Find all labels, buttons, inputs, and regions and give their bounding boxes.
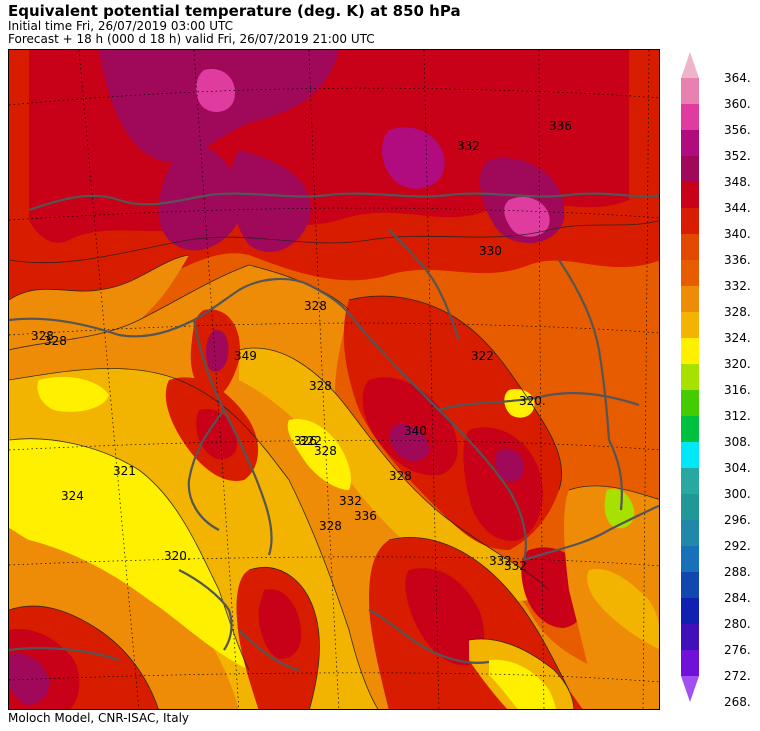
legend-label: 316. bbox=[724, 383, 751, 397]
legend-swatch bbox=[681, 442, 699, 468]
contour-label: 332 bbox=[504, 559, 527, 573]
contour-label: 328 bbox=[309, 379, 332, 393]
legend-label: 320. bbox=[724, 357, 751, 371]
contour-label: 322 bbox=[471, 349, 494, 363]
legend-arrow-top bbox=[681, 52, 699, 78]
contour-label: 328 bbox=[389, 469, 412, 483]
legend-swatch bbox=[681, 234, 699, 260]
map-panel: 328 328 324 321 320. 328 322 328 336 332 328 322 320… bbox=[8, 49, 660, 710]
legend-swatch bbox=[681, 598, 699, 624]
legend-swatch bbox=[681, 572, 699, 598]
contour-label: 349 bbox=[234, 349, 257, 363]
contour-label: 330 bbox=[479, 244, 502, 258]
contour-label: 328 bbox=[314, 444, 337, 458]
legend-swatch bbox=[681, 364, 699, 390]
legend-swatch bbox=[681, 182, 699, 208]
legend-arrow-bottom bbox=[681, 676, 699, 702]
legend-swatch bbox=[681, 390, 699, 416]
legend-label: 356. bbox=[724, 123, 751, 137]
legend-label: 292. bbox=[724, 539, 751, 553]
legend-swatch bbox=[681, 650, 699, 676]
contour-label: 326 bbox=[294, 434, 317, 448]
contour-label: 321 bbox=[113, 464, 136, 478]
legend-label: 304. bbox=[724, 461, 751, 475]
legend-label: 328. bbox=[724, 305, 751, 319]
contour-label: 328 bbox=[44, 334, 67, 348]
legend-swatch bbox=[681, 104, 699, 130]
chart-header: Equivalent potential temperature (deg. K… bbox=[8, 2, 461, 46]
contour-label-layer: 328328324321320.328322328336332328322320… bbox=[31, 119, 572, 573]
legend-swatch bbox=[681, 546, 699, 572]
contour-label: 336 bbox=[354, 509, 377, 523]
legend-label: 364. bbox=[724, 71, 751, 85]
legend-label: 360. bbox=[724, 97, 751, 111]
legend-swatch bbox=[681, 208, 699, 234]
contour-label: 322 bbox=[299, 434, 322, 448]
legend-label: 332. bbox=[724, 279, 751, 293]
contour-label: 332 bbox=[457, 139, 480, 153]
contour-label: 336 bbox=[549, 119, 572, 133]
contour-label: 332 bbox=[489, 554, 512, 568]
contour-label: 328 bbox=[304, 299, 327, 313]
model-credit: Moloch Model, CNR-ISAC, Italy bbox=[8, 711, 190, 725]
theta-e-field bbox=[9, 50, 659, 709]
chart-title: Equivalent potential temperature (deg. K… bbox=[8, 2, 461, 20]
legend-label: 348. bbox=[724, 175, 751, 189]
contour-label: 320. bbox=[519, 394, 546, 408]
contour-label: 328 bbox=[319, 519, 342, 533]
initial-time: Initial time Fri, 26/07/2019 03:00 UTC bbox=[8, 19, 234, 33]
legend-label: 288. bbox=[724, 565, 751, 579]
legend-label: 312. bbox=[724, 409, 751, 423]
legend-label: 276. bbox=[724, 643, 751, 657]
legend-label: 340. bbox=[724, 227, 751, 241]
legend-swatch bbox=[681, 494, 699, 520]
legend-label: 352. bbox=[724, 149, 751, 163]
legend-label: 280. bbox=[724, 617, 751, 631]
legend-label: 272. bbox=[724, 669, 751, 683]
legend-label: 324. bbox=[724, 331, 751, 345]
legend-swatch bbox=[681, 312, 699, 338]
legend-swatch bbox=[681, 520, 699, 546]
legend-swatch bbox=[681, 468, 699, 494]
legend-swatch bbox=[681, 260, 699, 286]
contour-label: 320. bbox=[164, 549, 191, 563]
legend-swatch bbox=[681, 78, 699, 104]
contour-label: 328 bbox=[31, 329, 54, 343]
legend-label: 308. bbox=[724, 435, 751, 449]
legend-label: 336. bbox=[724, 253, 751, 267]
forecast-validity: Forecast + 18 h (000 d 18 h) valid Fri, … bbox=[8, 32, 375, 46]
contour-label: 340 bbox=[404, 424, 427, 438]
legend-label: 300. bbox=[724, 487, 751, 501]
contour-label: 332 bbox=[339, 494, 362, 508]
contour-label: 324 bbox=[61, 489, 84, 503]
legend-swatch bbox=[681, 416, 699, 442]
legend-swatch bbox=[681, 130, 699, 156]
legend-label: 268. bbox=[724, 695, 751, 709]
legend-label: 296. bbox=[724, 513, 751, 527]
legend-swatch bbox=[681, 156, 699, 182]
legend-swatch bbox=[681, 338, 699, 364]
legend-label: 344. bbox=[724, 201, 751, 215]
legend-swatch bbox=[681, 624, 699, 650]
legend-swatch bbox=[681, 286, 699, 312]
legend-label: 284. bbox=[724, 591, 751, 605]
